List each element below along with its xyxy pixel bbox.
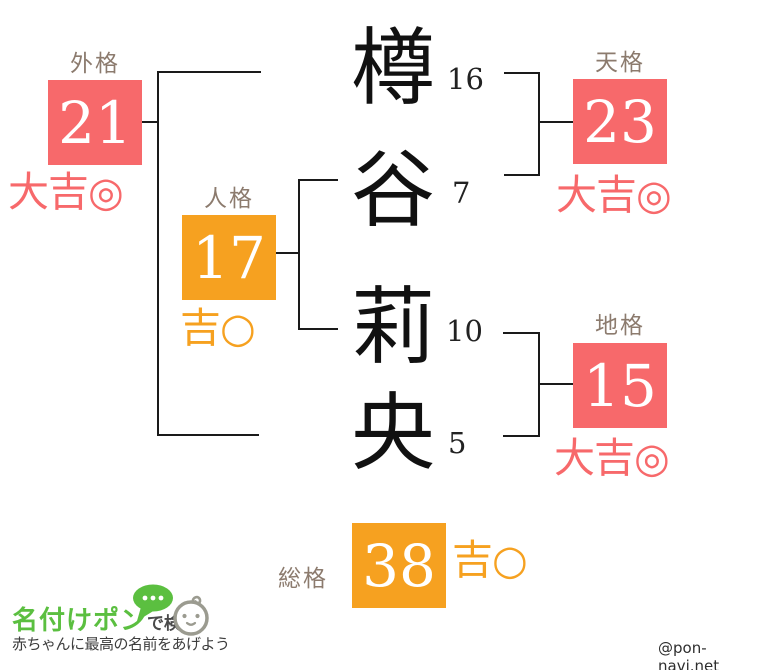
soukaku-value: 38 — [362, 531, 436, 600]
name-character-2: 谷 — [350, 141, 435, 239]
tenkaku-result: 大吉◎ — [556, 171, 672, 219]
gaikaku-bracket-bottom-arm — [157, 434, 259, 436]
site-credit: @pon-navi.net — [658, 639, 720, 670]
site-tagline: 赤ちゃんに最高の名前をあげよう — [12, 635, 230, 653]
gaikaku-bracket-stub — [142, 121, 159, 123]
name-character-1: 樽 — [350, 19, 435, 117]
name-character-2-strokes: 7 — [452, 176, 471, 210]
tenkaku-bracket-bottom-arm — [504, 174, 540, 176]
name-character-3-strokes: 10 — [446, 314, 483, 348]
soukaku-result: 吉○ — [452, 536, 528, 584]
jinkaku-value-box: 17 — [182, 215, 276, 300]
jinkaku-label: 人格 — [204, 186, 254, 212]
gaikaku-label: 外格 — [70, 51, 120, 77]
chikaku-bracket-stub — [540, 383, 573, 385]
chikaku-result: 大吉◎ — [554, 434, 670, 482]
gaikaku-bracket-top-arm — [157, 71, 261, 73]
chikaku-bracket-top-arm — [503, 332, 540, 334]
chikaku-value-box: 15 — [573, 343, 667, 428]
gaikaku-value-box: 21 — [48, 80, 142, 165]
name-character-1-strokes: 16 — [447, 62, 484, 96]
jinkaku-value: 17 — [192, 223, 266, 292]
jinkaku-bracket-bottom-arm — [298, 328, 338, 330]
jinkaku-bracket-stub — [276, 252, 300, 254]
gaikaku-result: 大吉◎ — [8, 168, 124, 216]
soukaku-value-box: 38 — [352, 523, 446, 608]
jinkaku-bracket-vertical — [298, 179, 300, 330]
name-character-4-strokes: 5 — [448, 426, 467, 460]
gaikaku-value: 21 — [58, 88, 132, 157]
baby-face-icon — [173, 595, 209, 636]
tenkaku-bracket-vertical — [538, 72, 540, 176]
chikaku-value: 15 — [583, 351, 657, 420]
chikaku-bracket-bottom-arm — [503, 435, 540, 437]
chikaku-bracket-vertical — [538, 332, 540, 437]
jinkaku-bracket-top-arm — [298, 179, 338, 181]
tenkaku-label: 天格 — [595, 50, 645, 76]
speech-bubble-icon — [133, 584, 173, 621]
chikaku-label: 地格 — [595, 313, 645, 339]
name-character-4: 央 — [350, 384, 435, 482]
gaikaku-bracket-vertical — [157, 71, 159, 436]
tenkaku-value: 23 — [583, 87, 657, 156]
tenkaku-bracket-top-arm — [504, 72, 540, 74]
soukaku-label: 総格 — [278, 566, 328, 592]
name-character-3: 莉 — [350, 278, 435, 376]
tenkaku-value-box: 23 — [573, 79, 667, 164]
tenkaku-bracket-stub — [540, 121, 573, 123]
jinkaku-result: 吉○ — [180, 304, 256, 352]
site-logo-text: 名付けポン — [12, 606, 148, 636]
